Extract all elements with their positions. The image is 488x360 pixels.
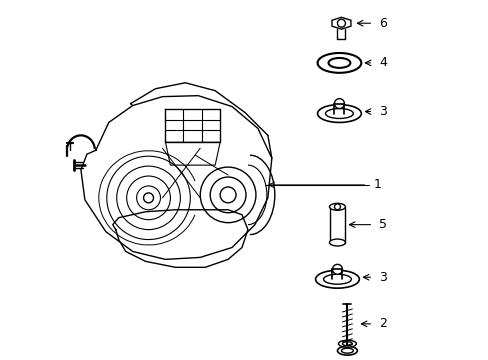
Ellipse shape xyxy=(329,203,345,210)
Text: 1: 1 xyxy=(372,179,380,192)
Ellipse shape xyxy=(315,270,359,288)
Text: 5: 5 xyxy=(379,218,386,231)
FancyBboxPatch shape xyxy=(329,207,345,243)
Circle shape xyxy=(332,264,342,274)
Circle shape xyxy=(334,99,344,109)
Ellipse shape xyxy=(329,239,345,246)
Polygon shape xyxy=(331,17,350,29)
Text: 6: 6 xyxy=(379,17,386,30)
Ellipse shape xyxy=(317,53,361,73)
Text: 4: 4 xyxy=(379,57,386,69)
Ellipse shape xyxy=(328,58,350,68)
Text: 3: 3 xyxy=(379,271,386,284)
Ellipse shape xyxy=(337,346,357,355)
Ellipse shape xyxy=(338,340,356,347)
Ellipse shape xyxy=(317,105,361,122)
Text: 3: 3 xyxy=(379,105,386,118)
Text: 2: 2 xyxy=(379,318,386,330)
